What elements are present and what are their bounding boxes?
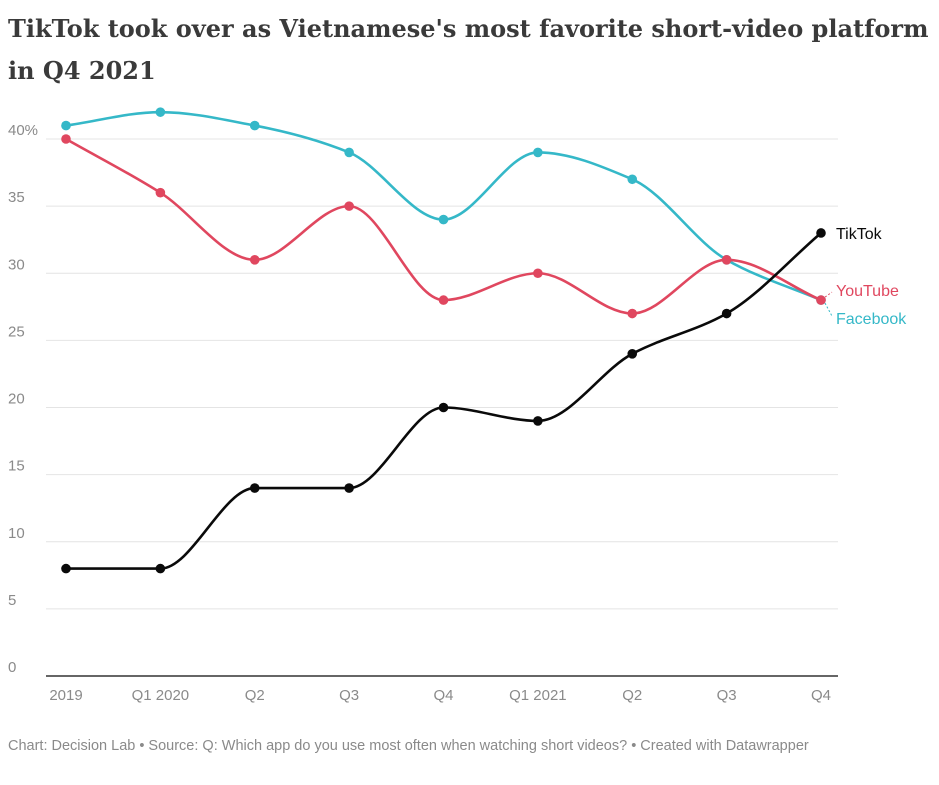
y-tick-label: 20	[8, 391, 25, 408]
series-youtube	[61, 134, 826, 319]
y-tick-label: 40%	[8, 122, 38, 139]
label-leader-youtube	[824, 291, 833, 298]
footer-separator: •	[139, 738, 145, 754]
series-label-facebook: Facebook	[836, 311, 907, 328]
data-point-facebook	[344, 147, 354, 158]
data-point-facebook	[533, 147, 543, 158]
data-point-youtube	[438, 295, 449, 305]
data-point-tiktok	[249, 483, 260, 493]
chart-footer: Chart: Decision Lab • Source: Q: Which app…	[8, 737, 888, 756]
y-tick-label: 0	[8, 659, 16, 676]
x-tick-label: Q1 2021	[509, 687, 567, 704]
grid-lines	[46, 138, 838, 610]
data-point-youtube	[816, 295, 826, 305]
data-point-tiktok	[438, 402, 449, 413]
series-lines	[61, 107, 826, 574]
data-point-tiktok	[61, 563, 71, 574]
data-point-tiktok	[533, 416, 543, 426]
chart-credit: Chart: Decision Lab	[8, 738, 136, 754]
data-point-youtube	[249, 255, 260, 265]
label-leader-facebook	[824, 302, 833, 317]
data-point-facebook	[438, 214, 449, 225]
data-point-tiktok	[344, 483, 354, 493]
y-tick-label: 10	[8, 525, 25, 542]
series-end-labels: Facebook YouTube TikTok	[824, 226, 907, 328]
data-point-youtube	[344, 201, 354, 211]
x-tick-label: Q4	[433, 687, 453, 704]
data-point-youtube	[627, 308, 638, 319]
series-tiktok	[61, 228, 826, 574]
x-tick-label: Q3	[339, 687, 359, 704]
data-point-facebook	[249, 120, 260, 131]
x-tick-label: Q1 2020	[132, 687, 190, 704]
data-point-youtube	[721, 255, 732, 265]
x-tick-label: Q2	[245, 687, 265, 704]
y-tick-label: 15	[8, 458, 25, 475]
x-tick-label: Q2	[622, 687, 642, 704]
y-tick-label: 25	[8, 323, 25, 340]
series-label-youtube: YouTube	[836, 283, 899, 300]
y-tick-label: 35	[8, 189, 25, 206]
data-point-youtube	[155, 187, 166, 198]
y-axis-tick-labels: 0 5 10 15 20 25 30 35 40%	[8, 122, 38, 676]
data-point-tiktok	[816, 228, 826, 238]
data-point-tiktok	[155, 563, 166, 574]
data-point-facebook	[627, 174, 638, 185]
data-point-tiktok	[721, 308, 732, 319]
y-tick-label: 30	[8, 256, 25, 273]
x-tick-label: Q3	[717, 687, 737, 704]
data-point-tiktok	[627, 349, 638, 359]
series-line-youtube	[64, 137, 823, 315]
created-with: Created with Datawrapper	[640, 738, 809, 754]
data-point-facebook	[155, 107, 166, 117]
data-point-facebook	[61, 120, 71, 131]
series-line-tiktok	[64, 231, 823, 570]
data-point-youtube	[533, 268, 543, 279]
chart-title: TikTok took over as Vietnamese's most fa…	[8, 14, 929, 85]
chart-source: Source: Q: Which app do you use most oft…	[148, 738, 628, 754]
x-tick-label: Q4	[811, 687, 831, 704]
series-label-tiktok: TikTok	[836, 226, 883, 243]
footer-separator: •	[631, 738, 637, 754]
x-axis-tick-labels: 2019 Q1 2020 Q2 Q3 Q4 Q1 2021 Q2 Q3 Q4	[49, 687, 831, 704]
data-point-youtube	[61, 134, 71, 144]
y-tick-label: 5	[8, 592, 16, 609]
x-tick-label: 2019	[49, 687, 82, 704]
